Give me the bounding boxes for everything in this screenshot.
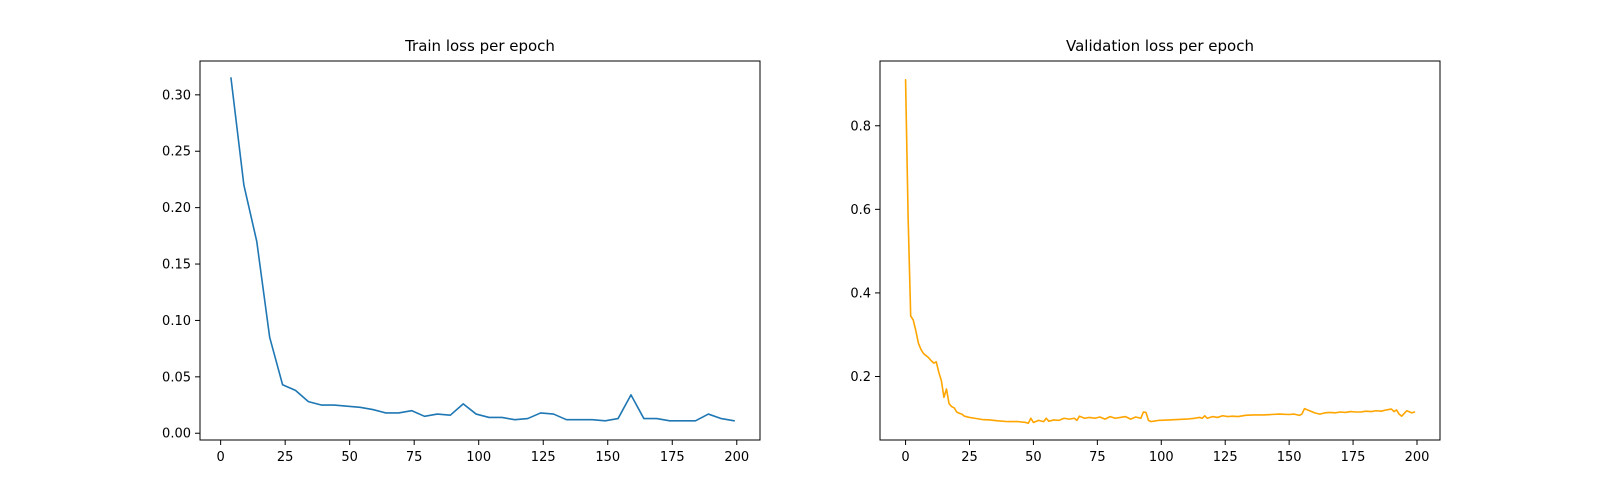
validation-loss-x-tick-label: 75 [1089,450,1106,465]
train-loss-y-tick-label: 0.20 [162,201,191,216]
validation-loss-y-tick-label: 0.2 [850,370,871,385]
train-loss-x-tick-label: 175 [660,450,685,465]
train-loss-line [230,77,735,422]
validation-loss-x-tick-label: 100 [1149,450,1174,465]
validation-loss-y-tick-label: 0.8 [850,119,871,134]
train-loss-frame [199,60,761,441]
validation-loss-x-tick-label: 50 [1025,450,1042,465]
validation-loss-axes: 0 25 50 75 100 125 150 175 200 0.2 0.4 0.6 0.8 [850,119,1429,465]
train-loss-y-tick-label: 0.25 [162,145,191,160]
train-loss-x-tick-label: 100 [466,450,491,465]
train-loss-y-tick-label: 0.05 [162,370,191,385]
validation-loss-x-tick-label: 25 [961,450,978,465]
validation-loss-x-tick-label: 200 [1405,450,1430,465]
train-loss-y-tick-label: 0.00 [162,427,191,442]
train-loss-y-tick-label: 0.15 [162,258,191,273]
train-loss-x-tick-label: 150 [595,450,620,465]
validation-loss-title: Validation loss per epoch [1066,37,1254,55]
validation-loss-x-tick-label: 150 [1277,450,1302,465]
validation-loss-x-tick-label: 175 [1341,450,1366,465]
train-loss-axes: 0 25 50 75 100 125 150 175 200 0.00 0.05 0.10 0.15 0.… [162,88,749,465]
validation-loss-frame [879,60,1441,441]
validation-loss-x-tick-label: 125 [1213,450,1238,465]
train-loss-x-tick-label: 200 [724,450,749,465]
validation-loss-chart: Validation loss per epoch 0 25 50 75 100 125 1… [850,37,1441,465]
validation-loss-y-tick-label: 0.6 [850,203,871,218]
train-loss-x-tick-label: 0 [217,450,225,465]
train-loss-x-tick-label: 125 [531,450,556,465]
train-loss-title: Train loss per epoch [404,37,555,55]
train-loss-y-tick-label: 0.30 [162,88,191,103]
validation-loss-x-tick-label: 0 [901,450,909,465]
train-loss-x-tick-label: 50 [341,450,358,465]
train-loss-y-tick-label: 0.10 [162,314,191,329]
train-loss-x-tick-label: 25 [277,450,294,465]
validation-loss-line [904,79,1416,425]
train-loss-chart: Train loss per epoch 0 25 50 75 100 125 150 175… [162,37,761,465]
train-loss-x-tick-label: 75 [406,450,423,465]
validation-loss-y-tick-label: 0.4 [850,286,871,301]
